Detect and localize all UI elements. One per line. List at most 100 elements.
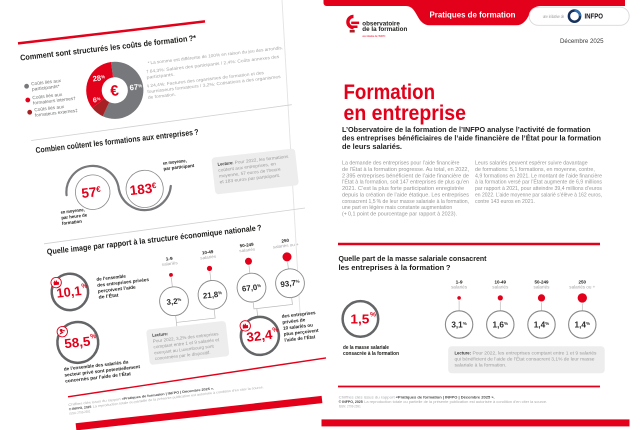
svg-text:21,8%: 21,8%: [202, 290, 222, 301]
svg-text:10-49: 10-49: [495, 279, 507, 284]
svg-text:par participant: par participant: [163, 163, 195, 172]
svg-text:exerçant au Luxembourg sont: exerçant au Luxembourg sont: [154, 344, 215, 356]
svg-text:Quelle part de la masse salari: Quelle part de la masse salariale consac…: [339, 254, 487, 263]
svg-text:en moyenne,: en moyenne,: [163, 158, 187, 166]
svg-text:et 183 euros par participant.: et 183 euros par participant.: [219, 173, 280, 185]
svg-text:à la formation versé par l’Éta: à la formation versé par l’État augmente…: [475, 179, 602, 186]
svg-text:2 395 entreprises bénéficient: 2 395 entreprises bénéficient de l’aide …: [342, 173, 469, 179]
svg-text:Combien coûtent les formations: Combien coûtent les formations aux entre…: [35, 127, 199, 155]
svg-text:plus perçoivent: plus perçoivent: [283, 328, 319, 337]
svg-text:57€: 57€: [81, 184, 103, 201]
svg-text:formation: formation: [62, 219, 83, 226]
svg-text:Lecture:: Lecture:: [217, 160, 234, 167]
svg-text:l’État à la formation, soit 14: l’État à la formation, soit 147 entrepri…: [342, 179, 469, 186]
svg-text:consacrent 1,5 % de leur masse: consacrent 1,5 % de leur masse salariale…: [342, 199, 469, 205]
svg-text:Pour 2022, les entreprises com: Pour 2022, les entreprises comptant entr…: [473, 351, 598, 356]
svg-text:Décembre 2025: Décembre 2025: [560, 38, 604, 45]
svg-text:Chiffres clés issus du rapport: Chiffres clés issus du rapport: [68, 397, 121, 407]
svg-text:Lecture:: Lecture:: [152, 331, 169, 338]
svg-text:formateurs internes†: formateurs internes†: [33, 96, 77, 106]
svg-text:10-49: 10-49: [202, 249, 215, 255]
svg-text:L’Observatoire de la formation: L’Observatoire de la formation de l’INFP…: [342, 125, 591, 134]
svg-text:1,4%: 1,4%: [575, 321, 590, 330]
svg-text:participants.: participants.: [146, 72, 174, 80]
svg-text:Pratiques de formation: Pratiques de formation: [430, 10, 516, 19]
svg-text:salariés: salariés: [239, 247, 255, 254]
svg-text:32,4: 32,4: [246, 327, 274, 345]
svg-text:Chiffres clés issus du rapport: Chiffres clés issus du rapport: [339, 395, 395, 399]
svg-text:Coûts liés aux: Coûts liés aux: [34, 104, 65, 112]
svg-text:250: 250: [281, 238, 290, 244]
svg-text:%: %: [370, 312, 376, 319]
svg-text:250: 250: [579, 279, 587, 284]
svg-text:participants*: participants*: [31, 84, 60, 92]
svg-text:salariés: salariés: [492, 285, 508, 290]
svg-text:93,7%: 93,7%: [280, 278, 300, 289]
svg-text:58,5: 58,5: [64, 333, 92, 351]
svg-text:coûtent aux entreprises, en: coûtent aux entreprises, en: [218, 161, 277, 173]
svg-text:salariés ou +: salariés ou +: [569, 285, 596, 290]
svg-text:6%: 6%: [93, 96, 102, 104]
svg-text:«Pratiques de formation | INFP: «Pratiques de formation | INFPO | Décemb…: [396, 395, 495, 399]
svg-text:67,0%: 67,0%: [241, 282, 261, 293]
svg-text:de formations: 5,1 formations,: de formations: 5,1 formations, en moyenn…: [475, 167, 595, 173]
svg-text:La reproduction totale ou part: La reproduction totale ou partielle de l…: [364, 400, 547, 404]
svg-text:concernées par le dispositif.: concernées par le dispositif.: [155, 350, 211, 361]
svg-text:67%: 67%: [129, 82, 143, 92]
svg-text:en moyenne,: en moyenne,: [60, 207, 84, 215]
svg-text:par heure de: par heure de: [61, 212, 88, 220]
svg-text:3,2%: 3,2%: [166, 296, 182, 307]
svg-text:de la masse salariale: de la masse salariale: [343, 345, 389, 351]
svg-text:La demande des entreprises pou: La demande des entreprises pour l’aide f…: [342, 161, 459, 167]
svg-text:1,5: 1,5: [350, 311, 369, 326]
svg-text:des entreprises: des entreprises: [281, 310, 316, 319]
svg-text:(+ 0,1 point de pourcentage pa: (+ 0,1 point de pourcentage par rapport …: [342, 211, 457, 217]
svg-text:salariés ou +: salariés ou +: [273, 241, 300, 249]
svg-text:de l’État: de l’État: [98, 291, 119, 300]
svg-text:© INFPO, 2025: © INFPO, 2025: [69, 405, 92, 412]
svg-text:les entreprises à la formation: les entreprises à la formation ?: [339, 263, 451, 272]
svg-text:en entreprise: en entreprise: [344, 101, 467, 125]
svg-text:Formation: Formation: [344, 80, 436, 104]
svg-text:de l’ensemble: de l’ensemble: [96, 274, 126, 282]
svg-text:salariés: salariés: [161, 260, 177, 267]
svg-text:depuis la création de l’aide é: depuis la création de l’aide étatique. L…: [342, 192, 469, 198]
svg-text:183€: 183€: [129, 180, 158, 198]
svg-text:formateurs externes‡: formateurs externes‡: [35, 108, 79, 118]
svg-text:Coûts liés aux: Coûts liés aux: [32, 92, 63, 100]
svg-text:de leurs salariés.: de leurs salariés.: [342, 142, 402, 151]
svg-text:une initiative de l’INFPO: une initiative de l’INFPO: [362, 34, 385, 38]
svg-text:10 salariés ou: 10 salariés ou: [283, 322, 313, 330]
svg-text:1,4%: 1,4%: [534, 321, 549, 330]
svg-text:1-9: 1-9: [165, 256, 173, 262]
svg-text:50-249: 50-249: [239, 242, 254, 249]
svg-text:l’aide de l’État: l’aide de l’État: [284, 332, 316, 343]
svg-text:INFPO: INFPO: [585, 12, 604, 21]
svg-text:de la formation: de la formation: [362, 26, 407, 33]
svg-text:1,6%: 1,6%: [493, 321, 508, 330]
svg-text:une initiative de: une initiative de: [543, 14, 565, 19]
svg-text:qui bénéficient de l’aide de l: qui bénéficient de l’aide de l’État cons…: [455, 356, 595, 362]
svg-text:par rapport à 2021, pour attei: par rapport à 2021, pour atteindre 39,4 …: [475, 186, 602, 192]
svg-text:observatoire: observatoire: [362, 20, 400, 27]
svg-text:%: %: [81, 283, 88, 291]
svg-text:%: %: [272, 327, 279, 335]
svg-text:Quelle image par rapport à la: Quelle image par rapport à la structure …: [46, 223, 262, 256]
svg-text:salariale à la formation.: salariale à la formation.: [455, 363, 507, 368]
svg-text:50-249: 50-249: [535, 279, 549, 284]
svg-text:une part en légère mais consta: une part en légère mais constante augmen…: [342, 205, 452, 211]
svg-text:des entreprises privées: des entreprises privées: [97, 277, 150, 288]
svg-text:1-9: 1-9: [456, 279, 464, 284]
svg-text:Coûts liés aux: Coûts liés aux: [31, 78, 62, 86]
svg-text:privées de: privées de: [282, 317, 306, 325]
svg-text:consacrée à la formation: consacrée à la formation: [343, 351, 399, 357]
svg-text:contre 143 euros en 2021.: contre 143 euros en 2021.: [475, 199, 535, 205]
svg-text:des entreprises bénéficiaires: des entreprises bénéficiaires de l’aide …: [342, 134, 601, 143]
svg-text:ISSN: 2799-2691: ISSN: 2799-2691: [69, 409, 90, 415]
svg-text:de formation.: de formation.: [148, 92, 176, 100]
svg-text:€: €: [109, 82, 120, 100]
svg-text:ISSN: 2799-2691: ISSN: 2799-2691: [339, 405, 361, 409]
svg-text:%: %: [90, 333, 97, 341]
svg-text:en 2022. L’aide moyenne par sa: en 2022. L’aide moyenne par salarié s’él…: [475, 192, 602, 198]
svg-text:3,1%: 3,1%: [451, 321, 466, 330]
